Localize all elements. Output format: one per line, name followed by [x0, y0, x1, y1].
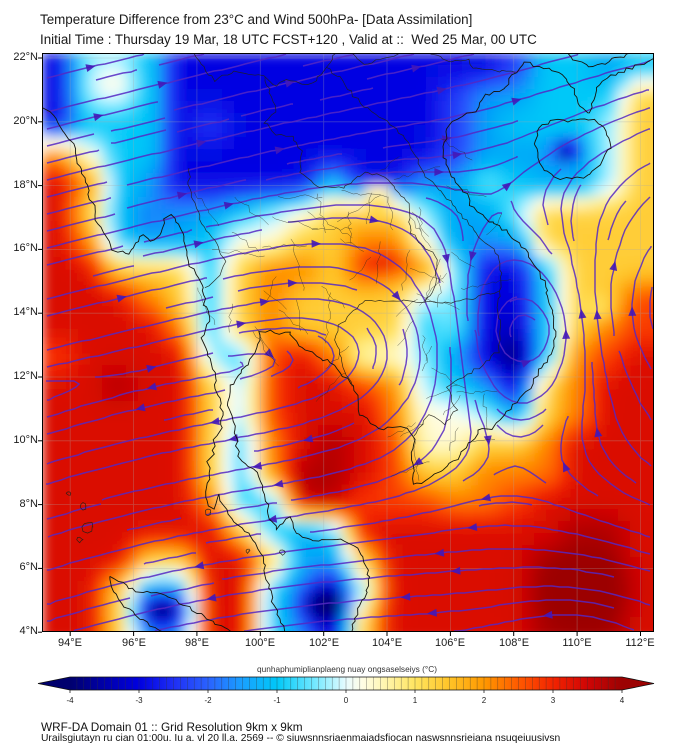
svg-text:-1: -1	[273, 696, 281, 705]
svg-text:3: 3	[551, 696, 556, 705]
svg-text:-3: -3	[135, 696, 143, 705]
svg-text:4: 4	[620, 696, 625, 705]
svg-text:0: 0	[344, 696, 349, 705]
svg-text:1: 1	[413, 696, 418, 705]
svg-text:-2: -2	[204, 696, 212, 705]
svg-text:-4: -4	[66, 696, 74, 705]
svg-text:2: 2	[482, 696, 487, 705]
